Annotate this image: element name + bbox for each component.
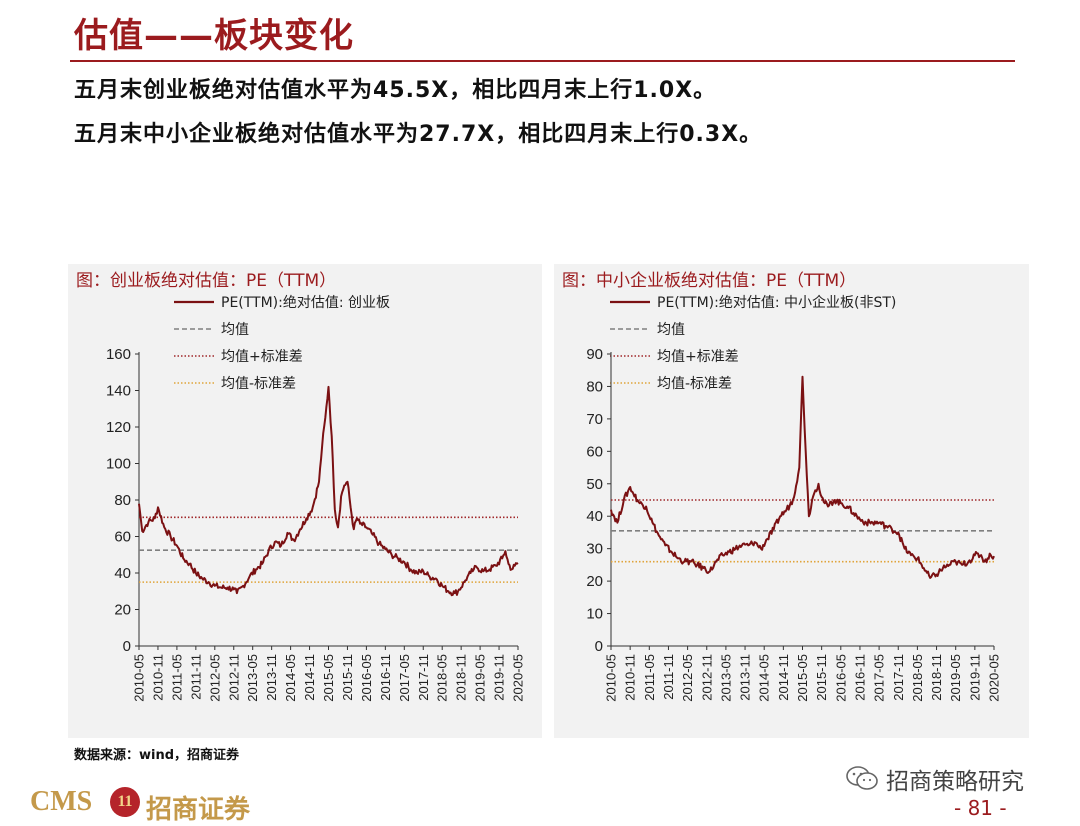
y-tick-label: 40	[586, 508, 603, 525]
x-tick-label: 2011-11	[188, 654, 203, 700]
legend-label: 均值	[657, 322, 685, 338]
x-tick-label: 2018-05	[910, 654, 925, 702]
x-tick-label: 2016-05	[833, 654, 848, 702]
y-tick-label: 20	[114, 602, 131, 619]
x-tick-label: 2017-05	[872, 654, 887, 702]
x-tick-label: 2015-11	[814, 654, 829, 701]
x-tick-label: 2016-05	[359, 654, 374, 702]
x-tick-label: 2012-05	[680, 654, 695, 702]
x-tick-label: 2016-11	[378, 654, 393, 701]
wechat-account-label: 招商策略研究	[886, 769, 1024, 795]
wechat-icon	[846, 766, 878, 790]
x-tick-label: 2018-11	[454, 654, 469, 701]
subtitle-line-2: 五月末中小企业板绝对估值水平为27.7X，相比四月末上行0.3X。	[74, 122, 763, 147]
chart-sme: 图：中小企业板绝对估值：PE（TTM） PE(TTM):绝对估值: 中小企业板(非…	[562, 271, 1002, 702]
y-tick-label: 0	[123, 638, 131, 655]
logo-badge-icon: 11	[110, 787, 140, 817]
x-tick-label: 2011-11	[661, 654, 676, 700]
x-tick-label: 2012-05	[207, 654, 222, 702]
x-tick-label: 2011-05	[642, 654, 657, 701]
legend-label: 均值-标准差	[657, 376, 732, 392]
y-tick-label: 90	[586, 346, 603, 363]
x-tick-label: 2014-05	[283, 654, 298, 702]
x-tick-label: 2014-11	[776, 654, 791, 701]
y-tick-label: 40	[114, 565, 131, 582]
subtitle-line-1: 五月末创业板绝对估值水平为45.5X，相比四月末上行1.0X。	[74, 78, 717, 103]
legend-label: PE(TTM):绝对估值: 中小企业板(非ST)	[657, 294, 896, 311]
page-title: 估值——板块变化	[74, 16, 354, 56]
legend-label: 均值+标准差	[221, 349, 303, 365]
x-tick-label: 2011-05	[169, 654, 184, 701]
series-line	[138, 385, 519, 597]
x-tick-label: 2017-11	[416, 654, 431, 701]
x-tick-label: 2014-05	[757, 654, 772, 702]
y-tick-label: 140	[106, 383, 131, 400]
chart-panel-sme: 图：中小企业板绝对估值：PE（TTM） PE(TTM):绝对估值: 中小企业板(非…	[554, 264, 1029, 738]
y-tick-label: 80	[114, 492, 131, 509]
x-tick-label: 2012-11	[699, 654, 714, 701]
x-tick-label: 2013-11	[738, 654, 753, 701]
x-tick-label: 2019-11	[967, 654, 982, 701]
legend-label: 均值+标准差	[657, 349, 739, 365]
x-tick-label: 2015-05	[321, 654, 336, 702]
x-tick-label: 2013-11	[264, 654, 279, 701]
x-tick-label: 2010-05	[604, 654, 619, 702]
x-tick-label: 2019-05	[473, 654, 488, 702]
chart-panel-chinext: 图：创业板绝对估值：PE（TTM） PE(TTM):绝对估值: 创业板 均值均值+标…	[68, 264, 542, 738]
x-tick-label: 2013-05	[718, 654, 733, 702]
x-tick-label: 2015-11	[340, 654, 355, 701]
x-tick-label: 2014-11	[302, 654, 317, 701]
x-tick-label: 2019-05	[948, 654, 963, 702]
logo-company-name: 招商证券	[146, 795, 251, 825]
x-tick-label: 2015-05	[795, 654, 810, 702]
y-tick-label: 60	[586, 443, 603, 460]
legend-label: 均值-标准差	[221, 376, 296, 392]
x-tick-label: 2018-11	[929, 654, 944, 701]
y-tick-label: 10	[586, 606, 603, 623]
x-tick-label: 2018-05	[435, 654, 450, 702]
y-tick-label: 80	[586, 378, 603, 395]
chart-title: 图：创业板绝对估值：PE（TTM）	[76, 271, 336, 291]
title-divider	[70, 60, 1015, 62]
chart-chinext: 图：创业板绝对估值：PE（TTM） PE(TTM):绝对估值: 创业板均值均值+标…	[76, 271, 526, 702]
legend-label: 均值	[221, 322, 249, 338]
page-number: - 81 -	[954, 796, 1007, 820]
x-tick-label: 2020-05	[511, 654, 526, 702]
series-line	[610, 375, 995, 579]
y-tick-label: 160	[106, 346, 131, 363]
y-tick-label: 120	[106, 419, 131, 436]
y-tick-label: 60	[114, 529, 131, 546]
x-tick-label: 2013-05	[245, 654, 260, 702]
x-tick-label: 2017-11	[891, 654, 906, 701]
x-tick-label: 2019-11	[492, 654, 507, 701]
chart-title: 图：中小企业板绝对估值：PE（TTM）	[562, 271, 856, 291]
y-tick-label: 20	[586, 573, 603, 590]
y-tick-label: 70	[586, 411, 603, 428]
y-tick-label: 50	[586, 476, 603, 493]
y-tick-label: 0	[595, 638, 603, 655]
data-source: 数据来源：wind，招商证券	[74, 748, 240, 763]
y-tick-label: 30	[586, 541, 603, 558]
x-tick-label: 2020-05	[987, 654, 1002, 702]
legend-label: PE(TTM):绝对估值: 创业板	[221, 295, 390, 311]
y-tick-label: 100	[106, 456, 131, 473]
x-tick-label: 2010-11	[623, 654, 638, 701]
x-tick-label: 2016-11	[852, 654, 867, 701]
logo-cms-text: CMS	[30, 786, 93, 817]
x-tick-label: 2010-11	[150, 654, 165, 701]
x-tick-label: 2012-11	[226, 654, 241, 701]
x-tick-label: 2010-05	[132, 654, 147, 702]
x-tick-label: 2017-05	[397, 654, 412, 702]
